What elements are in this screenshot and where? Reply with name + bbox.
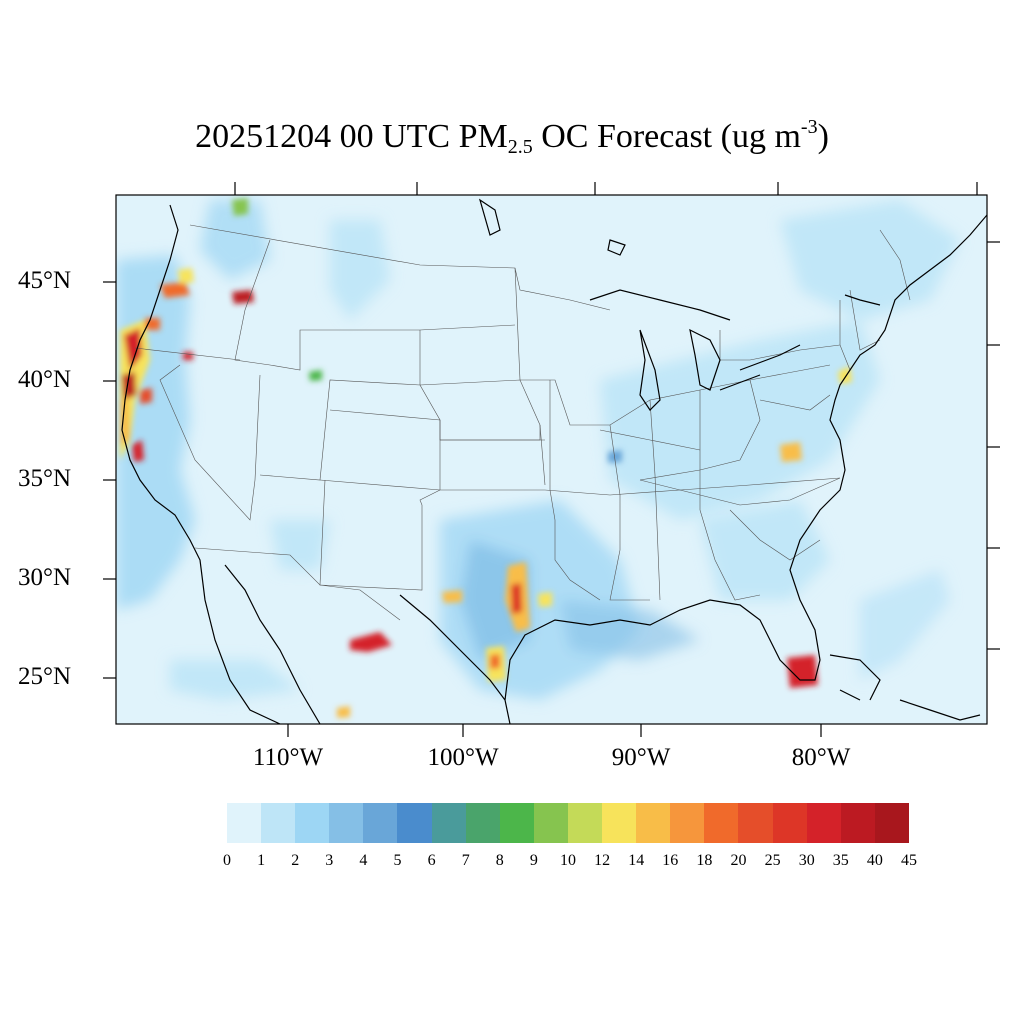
plot-frame	[115, 194, 988, 725]
title-prefix: 20251204 00 UTC PM	[195, 118, 508, 155]
colorbar-tick-label: 2	[291, 852, 300, 869]
colorbar-swatch	[261, 803, 296, 843]
lon-label-100w: 100°W	[427, 744, 499, 771]
colorbar-swatch	[465, 803, 500, 843]
colorbar-swatch	[874, 803, 909, 843]
colorbar-tick-label: 5	[393, 852, 402, 869]
colorbar-swatch	[295, 803, 330, 843]
colorbar-swatch	[567, 803, 603, 843]
state-boundaries	[134, 224, 911, 621]
colorbar-tick-label: 9	[529, 852, 538, 869]
colorbar-swatch	[499, 803, 534, 843]
title-superscript: -3	[800, 116, 818, 138]
title-suffix: )	[817, 118, 829, 155]
concentration-field	[116, 198, 960, 718]
colorbar-swatch	[227, 803, 262, 843]
lat-label-45n: 45°N	[18, 267, 72, 294]
hotspots	[120, 198, 852, 718]
title-subscript: 2.5	[507, 136, 533, 158]
colorbar-swatch	[840, 803, 875, 843]
colorbar-tick-label: 10	[560, 852, 576, 869]
colorbar-swatch	[636, 803, 671, 843]
colorbar-tick-label: 16	[662, 852, 679, 869]
colorbar-swatch	[602, 803, 637, 843]
colorbar-tick-label: 7	[461, 852, 470, 869]
colorbar-tick-label: 12	[594, 852, 611, 869]
colorbar-tick-label: 6	[427, 852, 436, 869]
lon-label-110w: 110°W	[252, 744, 324, 771]
coastlines	[121, 198, 987, 724]
colorbar-tick-label: 20	[730, 852, 747, 869]
colorbar-tick-label: 8	[495, 852, 504, 869]
lon-label-90w: 90°W	[611, 744, 671, 771]
colorbar	[227, 803, 909, 843]
colorbar-tick-label: 25	[764, 852, 781, 869]
background-concentration	[116, 200, 960, 700]
tick-marks	[103, 182, 1000, 737]
lat-label-35n: 35°N	[18, 465, 72, 492]
lat-label-40n: 40°N	[18, 366, 72, 393]
lat-label-30n: 30°N	[18, 564, 72, 591]
title-middle: OC Forecast (ug m	[532, 118, 801, 155]
colorbar-swatch	[363, 803, 398, 843]
colorbar-swatch	[772, 803, 807, 843]
colorbar-tick-label: 40	[866, 852, 883, 869]
colorbar-swatch	[533, 803, 568, 843]
colorbar-swatch	[670, 803, 705, 843]
colorbar-swatch	[704, 803, 739, 843]
lon-label-80w: 80°W	[791, 744, 851, 771]
colorbar-tick-label: 45	[901, 852, 917, 869]
colorbar-swatch	[806, 803, 841, 843]
colorbar-swatch	[738, 803, 773, 843]
colorbar-tick-label: 3	[325, 852, 334, 869]
colorbar-tick-label: 14	[628, 852, 645, 869]
colorbar-tick-label: 35	[832, 852, 849, 869]
chart-title: 20251204 00 UTC PM2.5 OC Forecast (ug m-…	[0, 116, 1024, 158]
colorbar-swatch	[329, 803, 364, 843]
colorbar-tick-label: 30	[798, 852, 815, 869]
colorbar-swatch	[431, 803, 466, 843]
lat-label-25n: 25°N	[18, 663, 72, 690]
colorbar-tick-label: 18	[696, 852, 713, 869]
colorbar-tick-label: 4	[359, 852, 368, 869]
colorbar-tick-label: 0	[223, 852, 231, 869]
colorbar-tick-label: 1	[257, 852, 266, 869]
colorbar-swatch	[397, 803, 432, 843]
